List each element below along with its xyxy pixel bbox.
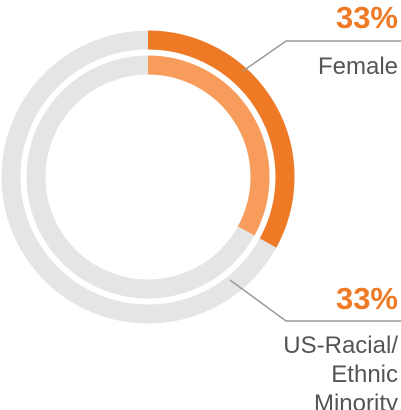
category-label-2-line-2: Ethnic <box>331 361 398 388</box>
category-label-2-line-3: Minority <box>314 390 398 410</box>
value-label-1: 33% <box>336 0 398 35</box>
category-label-2-line-1: US-Racial/ <box>283 332 398 359</box>
category-label-1-line-1: Female <box>318 53 398 80</box>
value-label-2: 33% <box>336 281 398 316</box>
leader-line-2 <box>229 279 401 322</box>
ring-arc-2 <box>147 55 270 236</box>
ring-arc-1 <box>147 30 295 248</box>
leader-line-1 <box>242 40 401 72</box>
